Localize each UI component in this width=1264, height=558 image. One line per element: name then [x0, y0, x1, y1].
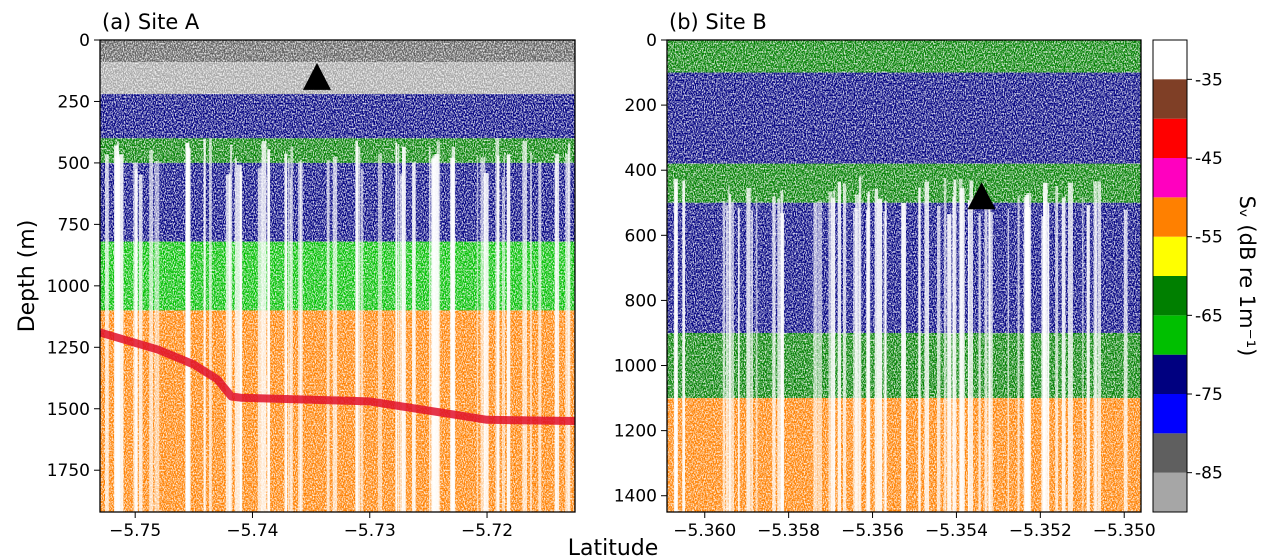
colorbar-bin — [1153, 236, 1187, 276]
y-tick-label: 750 — [58, 215, 90, 235]
colorbar-bin — [1153, 472, 1187, 512]
panel-a-frame — [99, 39, 576, 513]
x-tick-label: −5.350 — [1093, 521, 1156, 541]
y-tick-label: 1000 — [47, 277, 90, 297]
colorbar-bin — [1153, 79, 1187, 119]
colorbar-bin — [1153, 276, 1187, 316]
y-tick-label: 1000 — [614, 357, 657, 377]
colorbar-label: Sᵥ (dB re 1m⁻¹) — [1235, 196, 1259, 357]
colorbar-tick-label: -75 — [1195, 385, 1223, 405]
y-tick-label: 500 — [58, 154, 90, 174]
colorbar-bin — [1153, 354, 1187, 394]
colorbar-frame — [1152, 39, 1188, 513]
x-tick-label: −5.72 — [461, 521, 513, 541]
colorbar: -35 -45 -55 -65 -75 -85 Sᵥ (dB re 1m⁻¹) — [1152, 39, 1259, 513]
x-tick-label: −5.352 — [1009, 521, 1072, 541]
marker-triangle-b — [967, 182, 996, 210]
colorbar-bin — [1153, 197, 1187, 237]
y-tick-label: 400 — [625, 161, 657, 181]
colorbar-bin — [1153, 433, 1187, 473]
colorbar-bin — [1153, 315, 1187, 355]
colorbar-tick-label: -65 — [1195, 306, 1223, 326]
x-tick-label: −5.354 — [925, 521, 988, 541]
colorbar-tick-label: -85 — [1195, 464, 1223, 484]
x-tick-label: −5.74 — [226, 521, 278, 541]
x-tick-label: −5.75 — [109, 521, 161, 541]
panel-b-frame — [666, 39, 1142, 513]
panel-b-echo-image — [667, 40, 1141, 512]
y-tick-label: 250 — [58, 92, 90, 112]
y-axis-label: Depth (m) — [15, 220, 40, 333]
colorbar-bin — [1153, 158, 1187, 198]
colorbar-tick-label: -55 — [1195, 228, 1223, 248]
y-tick-label: 0 — [646, 31, 657, 51]
x-tick-label: −5.73 — [344, 521, 396, 541]
y-tick-label: 200 — [625, 96, 657, 116]
y-tick-label: 800 — [625, 291, 657, 311]
x-tick-label: −5.356 — [841, 521, 904, 541]
marker-triangle-a — [302, 62, 331, 90]
colorbar-bin — [1153, 394, 1187, 434]
panel-a: −5.75 −5.74 −5.73 −5.72 0 250 500 750 1000 1250 1… — [15, 10, 576, 541]
colorbar-bin — [1153, 118, 1187, 158]
y-tick-label: 1750 — [47, 461, 90, 481]
panel-b-title: (b) Site B — [669, 10, 767, 34]
y-tick-label: 1400 — [614, 487, 657, 507]
y-tick-label: 1200 — [614, 422, 657, 442]
x-axis-label: Latitude — [568, 536, 659, 558]
y-tick-label: 600 — [625, 226, 657, 246]
y-tick-label: 1250 — [47, 338, 90, 358]
colorbar-tick-label: -35 — [1195, 70, 1223, 90]
y-tick-label: 0 — [79, 31, 90, 51]
colorbar-tick-label: -45 — [1195, 149, 1223, 169]
x-tick-label: −5.360 — [673, 521, 736, 541]
seafloor-echo-line — [100, 328, 575, 425]
y-tick-label: 1500 — [47, 400, 90, 420]
panel-a-echo-image — [100, 40, 575, 512]
panel-a-title: (a) Site A — [102, 10, 200, 34]
x-tick-label: −5.358 — [757, 521, 820, 541]
panel-b: −5.360 −5.358 −5.356 −5.354 −5.352 −5.350 0 20… — [614, 10, 1156, 541]
